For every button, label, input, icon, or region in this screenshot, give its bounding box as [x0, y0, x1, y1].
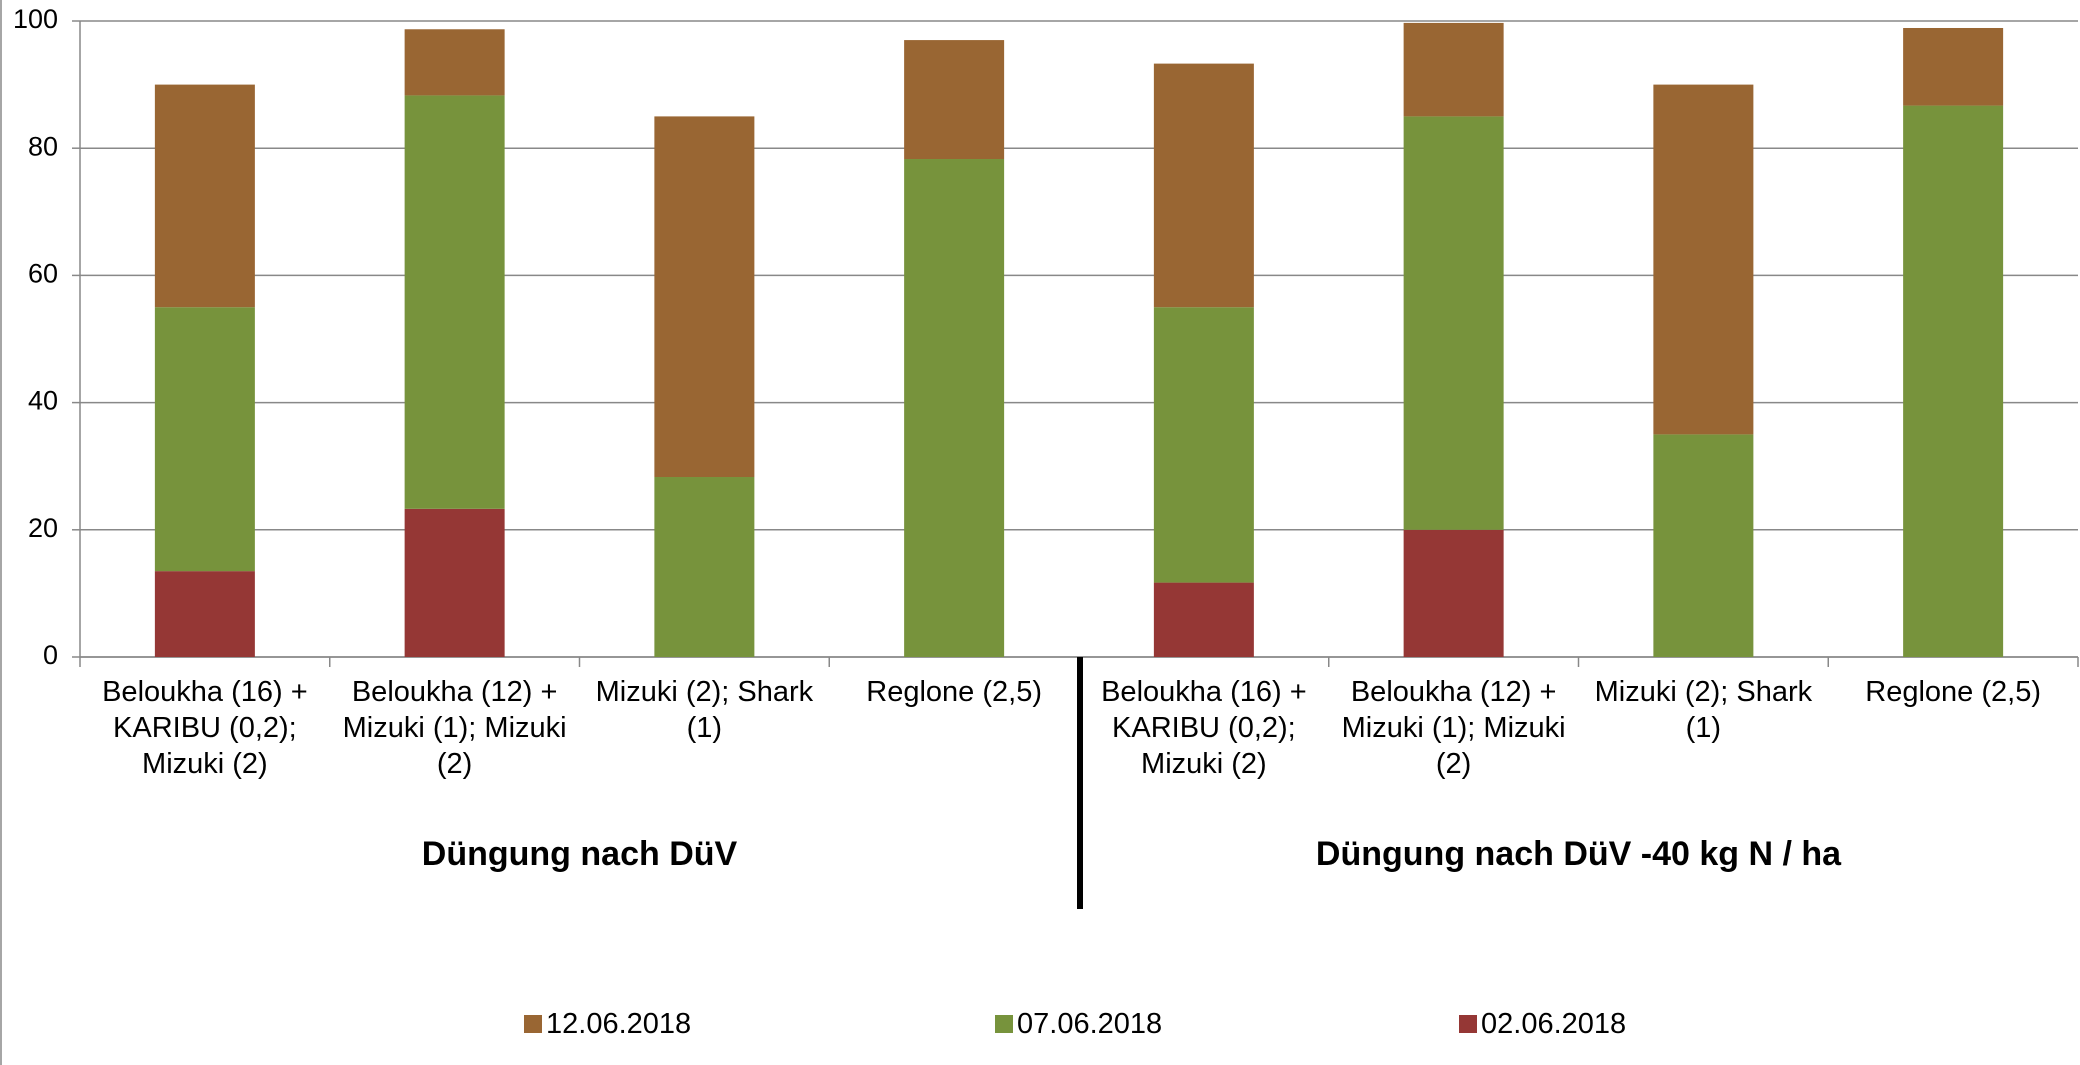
x-tick-label: Reglone (2,5)	[1865, 676, 2041, 708]
y-tick-label: 60	[28, 259, 58, 289]
bar-segment	[1153, 63, 1254, 308]
x-tick-label: Beloukha (16) + KARIBU (0,2); Mizuki (2)	[1101, 676, 1307, 780]
x-tick-label: Beloukha (12) + Mizuki (1); Mizuki (2)	[342, 676, 567, 780]
legend-swatch	[995, 1015, 1013, 1033]
y-tick-label: 40	[28, 386, 58, 416]
bar-segment	[154, 307, 255, 572]
bar-segment	[1153, 582, 1254, 657]
group-label: Düngung nach DüV -40 kg N / ha	[1315, 835, 1842, 873]
bar-segment	[654, 116, 755, 478]
legend-label: 02.06.2018	[1481, 1007, 1627, 1040]
bar-segment	[904, 159, 1005, 657]
group-label: Düngung nach DüV	[421, 835, 738, 873]
legend-swatch	[1459, 1015, 1477, 1033]
x-tick-label: Beloukha (16) + KARIBU (0,2); Mizuki (2)	[102, 676, 308, 780]
legend-label: 07.06.2018	[1017, 1007, 1163, 1040]
bar-segment	[1153, 307, 1254, 583]
x-tick-label: Mizuki (2); Shark (1)	[595, 676, 814, 744]
y-tick-label: 20	[28, 513, 58, 543]
bar-segment	[904, 40, 1005, 160]
y-tick-label: 80	[28, 131, 58, 161]
bar-segment	[1403, 529, 1504, 657]
bar-segment	[1903, 105, 2004, 657]
y-tick-label: 100	[13, 4, 58, 34]
legend-swatch	[524, 1015, 542, 1033]
bar-segment	[1653, 434, 1754, 657]
y-tick-label: 0	[43, 640, 58, 670]
bar-segment	[1903, 27, 2004, 106]
legend-item: 07.06.2018	[995, 1006, 1162, 1042]
bar-segment	[404, 508, 505, 657]
bar-segment	[1653, 84, 1754, 435]
bar-segment	[154, 571, 255, 657]
bar-segment	[154, 84, 255, 308]
x-tick-label: Mizuki (2); Shark (1)	[1594, 676, 1813, 744]
legend-item: 02.06.2018	[1459, 1006, 1626, 1042]
bar-segment	[404, 95, 505, 509]
x-tick-label: Beloukha (12) + Mizuki (1); Mizuki (2)	[1341, 676, 1566, 780]
bar-segment	[654, 477, 755, 657]
bar-segment	[404, 29, 505, 96]
legend-item: 12.06.2018	[524, 1006, 691, 1042]
bar-segment	[1403, 22, 1504, 117]
legend-label: 12.06.2018	[546, 1007, 692, 1040]
bar-segment	[1403, 116, 1504, 530]
x-tick-label: Reglone (2,5)	[866, 676, 1042, 708]
